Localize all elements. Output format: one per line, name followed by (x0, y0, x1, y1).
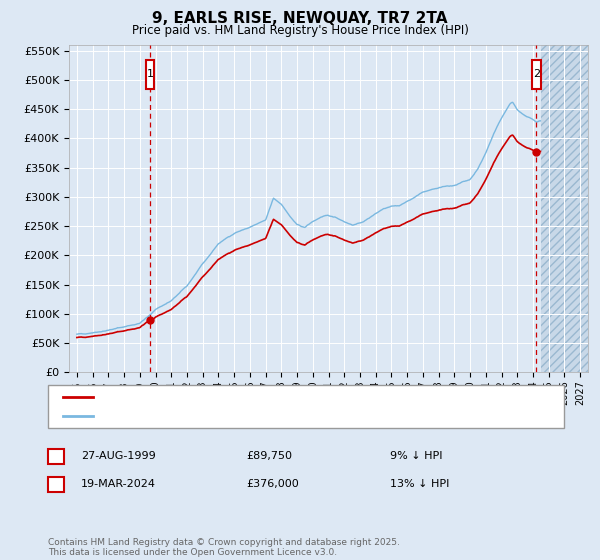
Text: 9% ↓ HPI: 9% ↓ HPI (390, 451, 442, 461)
Text: HPI: Average price, detached house, Cornwall: HPI: Average price, detached house, Corn… (99, 411, 337, 421)
Text: 1: 1 (52, 451, 59, 461)
Text: Price paid vs. HM Land Registry's House Price Index (HPI): Price paid vs. HM Land Registry's House … (131, 24, 469, 36)
Bar (146, 59, 154, 89)
Bar (541, 45, 588, 372)
Text: Contains HM Land Registry data © Crown copyright and database right 2025.
This d: Contains HM Land Registry data © Crown c… (48, 538, 400, 557)
Bar (532, 59, 541, 89)
Text: 9, EARLS RISE, NEWQUAY, TR7 2TA (detached house): 9, EARLS RISE, NEWQUAY, TR7 2TA (detache… (99, 392, 376, 402)
Text: 2: 2 (52, 479, 59, 489)
Text: 27-AUG-1999: 27-AUG-1999 (81, 451, 156, 461)
Text: 13% ↓ HPI: 13% ↓ HPI (390, 479, 449, 489)
Text: 2: 2 (533, 69, 540, 80)
Text: £376,000: £376,000 (246, 479, 299, 489)
Text: £89,750: £89,750 (246, 451, 292, 461)
Text: 1: 1 (146, 69, 154, 80)
Text: 19-MAR-2024: 19-MAR-2024 (81, 479, 156, 489)
Text: 9, EARLS RISE, NEWQUAY, TR7 2TA: 9, EARLS RISE, NEWQUAY, TR7 2TA (152, 11, 448, 26)
